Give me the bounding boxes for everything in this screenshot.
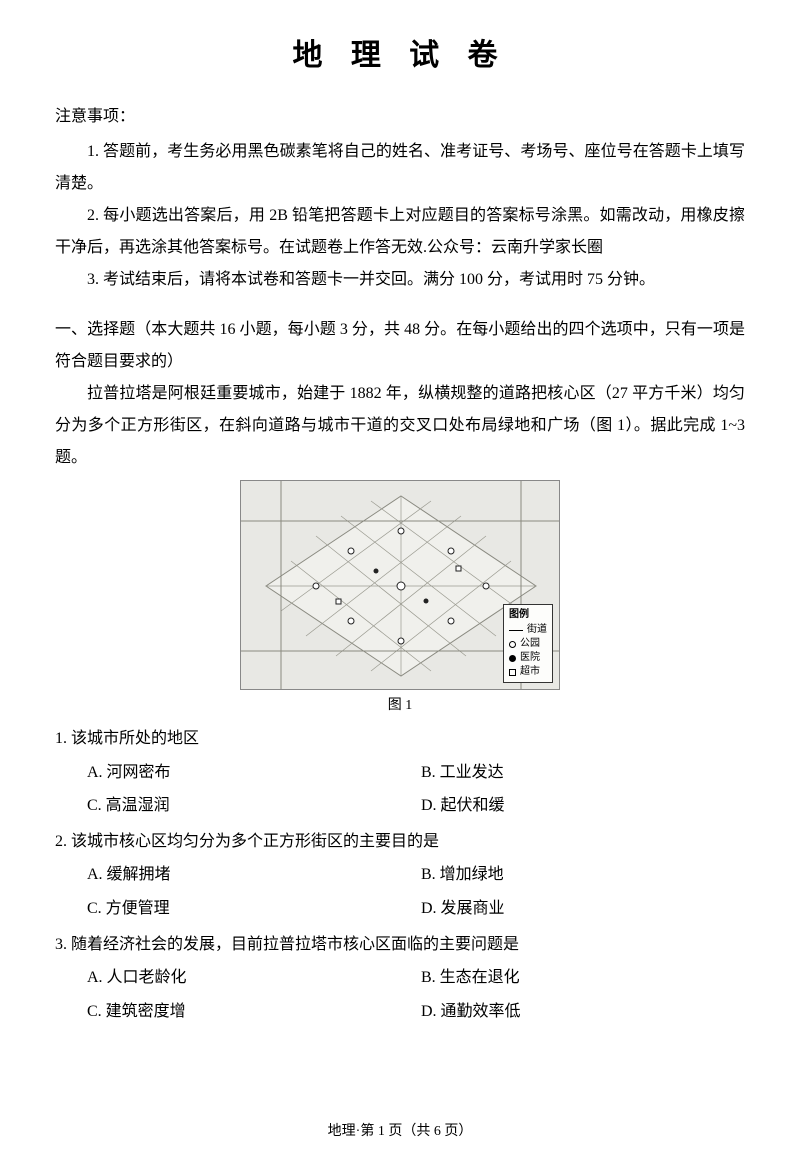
- option: B. 生态在退化: [421, 961, 745, 995]
- question-stem: 1. 该城市所处的地区: [55, 722, 745, 756]
- legend-filled-circle-icon: [509, 655, 516, 662]
- legend-label: 医院: [520, 651, 540, 665]
- page-footer: 地理·第 1 页（共 6 页）: [0, 1120, 800, 1140]
- notice-item: 2. 每小题选出答案后，用 2B 铅笔把答题卡上对应题目的答案标号涂黑。如需改动…: [55, 200, 745, 264]
- legend-square-icon: [509, 669, 516, 676]
- legend-label: 超市: [520, 665, 540, 679]
- question-block: 3. 随着经济社会的发展，目前拉普拉塔市核心区面临的主要问题是 A. 人口老龄化…: [55, 928, 745, 1029]
- legend-line-icon: [509, 630, 523, 631]
- figure-caption: 图 1: [388, 694, 413, 714]
- option: A. 缓解拥堵: [87, 858, 411, 892]
- question-block: 2. 该城市核心区均匀分为多个正方形街区的主要目的是 A. 缓解拥堵 B. 增加…: [55, 825, 745, 926]
- option: C. 建筑密度增: [87, 995, 411, 1029]
- option: C. 高温湿润: [87, 789, 411, 823]
- map-legend: 图例 街道 公园 医院 超市: [503, 604, 553, 683]
- legend-row: 公园: [509, 637, 547, 651]
- option: C. 方便管理: [87, 892, 411, 926]
- option: D. 发展商业: [421, 892, 745, 926]
- option: B. 增加绿地: [421, 858, 745, 892]
- notice-item: 3. 考试结束后，请将本试卷和答题卡一并交回。满分 100 分，考试用时 75 …: [55, 264, 745, 296]
- option: A. 人口老龄化: [87, 961, 411, 995]
- option: D. 起伏和缓: [421, 789, 745, 823]
- notice-item: 1. 答题前，考生务必用黑色碳素笔将自己的姓名、准考证号、考场号、座位号在答题卡…: [55, 136, 745, 200]
- section-heading: 一、选择题（本大题共 16 小题，每小题 3 分，共 48 分。在每小题给出的四…: [55, 314, 745, 378]
- map-figure: 图例 街道 公园 医院 超市: [240, 480, 560, 690]
- question-stem: 3. 随着经济社会的发展，目前拉普拉塔市核心区面临的主要问题是: [55, 928, 745, 962]
- legend-row: 街道: [509, 623, 547, 637]
- legend-row: 医院: [509, 651, 547, 665]
- option: B. 工业发达: [421, 756, 745, 790]
- question-stem: 2. 该城市核心区均匀分为多个正方形街区的主要目的是: [55, 825, 745, 859]
- passage-text: 拉普拉塔是阿根廷重要城市，始建于 1882 年，纵横规整的道路把核心区（27 平…: [55, 378, 745, 474]
- option: D. 通勤效率低: [421, 995, 745, 1029]
- question-block: 1. 该城市所处的地区 A. 河网密布 B. 工业发达 C. 高温湿润 D. 起…: [55, 722, 745, 823]
- legend-row: 超市: [509, 665, 547, 679]
- figure-container: 图例 街道 公园 医院 超市 图 1: [55, 480, 745, 714]
- legend-label: 街道: [527, 623, 547, 637]
- legend-label: 公园: [520, 637, 540, 651]
- notice-heading: 注意事项：: [55, 102, 745, 126]
- exam-title: 地 理 试 卷: [55, 30, 745, 74]
- legend-circle-icon: [509, 641, 516, 648]
- legend-title: 图例: [509, 608, 547, 622]
- option: A. 河网密布: [87, 756, 411, 790]
